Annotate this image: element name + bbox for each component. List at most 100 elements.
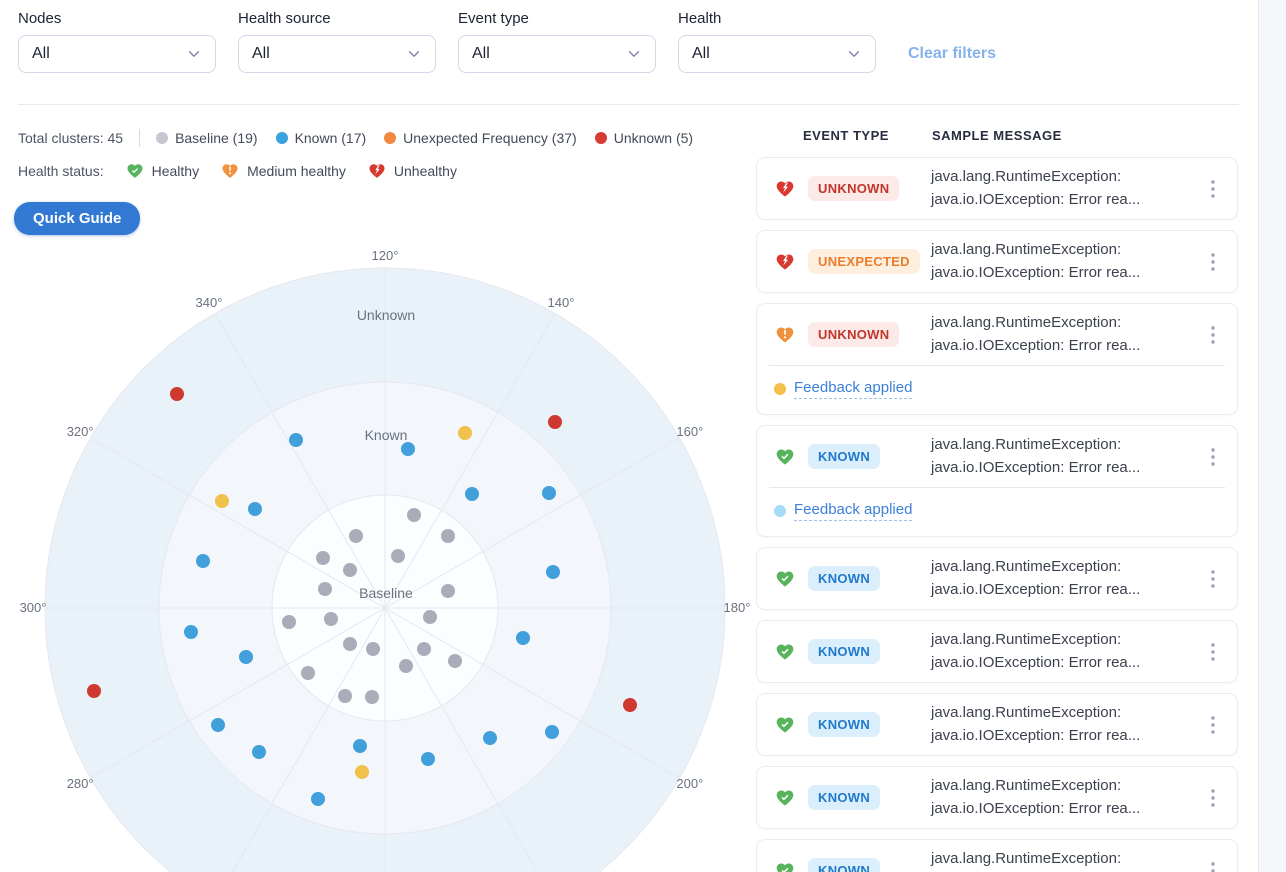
cluster-point-unknown[interactable]	[623, 698, 637, 712]
health-legend-item: Unhealthy	[368, 162, 457, 180]
cluster-point-baseline[interactable]	[365, 690, 379, 704]
event-row: KNOWN java.lang.RuntimeException: java.io…	[757, 548, 1237, 609]
cluster-point-known[interactable]	[311, 792, 325, 806]
filter-groups: Nodes All Health source All Event type All Hea…	[18, 10, 898, 73]
cluster-point-known[interactable]	[401, 442, 415, 456]
cluster-point-unknown[interactable]	[87, 684, 101, 698]
sample-message: java.lang.RuntimeException: java.io.IOEx…	[931, 850, 1122, 867]
row-actions-menu-button[interactable]	[1203, 639, 1223, 665]
angle-tick-label: 320°	[67, 424, 94, 439]
cluster-point-known[interactable]	[211, 718, 225, 732]
cluster-point-known[interactable]	[248, 502, 262, 516]
cluster-point-baseline[interactable]	[318, 582, 332, 596]
cluster-point-baseline[interactable]	[366, 642, 380, 656]
cluster-point-known[interactable]	[353, 739, 367, 753]
cluster-point-known[interactable]	[546, 565, 560, 579]
health-legend-label: Unhealthy	[393, 163, 457, 179]
legend-item: Known (17)	[275, 130, 366, 146]
selected-value: All	[472, 45, 490, 62]
health-legend-label: Medium healthy	[247, 163, 346, 179]
cluster-point-baseline[interactable]	[282, 615, 296, 629]
feedback-applied-link[interactable]: Feedback applied	[794, 379, 913, 399]
row-actions-menu-button[interactable]	[1203, 322, 1223, 348]
clear-filters-link[interactable]: Clear filters	[908, 45, 997, 62]
cluster-point-baseline[interactable]	[441, 529, 455, 543]
quick-guide-button[interactable]: Quick Guide	[14, 202, 141, 235]
kebab-menu-icon	[1211, 715, 1215, 734]
sample-message: java.lang.RuntimeException: java.io.IOEx…	[931, 558, 1141, 598]
cluster-point-known[interactable]	[289, 433, 303, 447]
cluster-point-known[interactable]	[252, 745, 266, 759]
cluster-point-baseline[interactable]	[316, 551, 330, 565]
filter-select-health[interactable]: All	[678, 35, 876, 73]
cluster-point-known[interactable]	[542, 486, 556, 500]
ring-label-known: Known	[365, 427, 408, 443]
cluster-point-known[interactable]	[184, 625, 198, 639]
sample-message: java.lang.RuntimeException: java.io.IOEx…	[931, 777, 1141, 817]
row-actions-menu-button[interactable]	[1203, 858, 1223, 872]
event-row: UNKNOWN java.lang.RuntimeException: java.…	[757, 304, 1237, 365]
cluster-legend-items: Baseline (19) Known (17) Unexpected Freque…	[156, 130, 711, 146]
row-actions-menu-button[interactable]	[1203, 176, 1223, 202]
cluster-point-baseline[interactable]	[441, 584, 455, 598]
sample-message: java.lang.RuntimeException: java.io.IOEx…	[931, 704, 1141, 744]
row-actions-menu-button[interactable]	[1203, 249, 1223, 275]
cluster-point-known[interactable]	[239, 650, 253, 664]
feedback-row: Feedback applied	[757, 488, 1237, 536]
cluster-legend: Total clusters: 45 Baseline (19) Known (1…	[18, 129, 711, 147]
healthy-heart-icon	[776, 790, 794, 806]
row-actions-menu-button[interactable]	[1203, 566, 1223, 592]
cluster-point-baseline[interactable]	[343, 563, 357, 577]
event-row: KNOWN java.lang.RuntimeException: java.io…	[757, 840, 1237, 872]
cluster-point-known[interactable]	[516, 631, 530, 645]
cluster-point-baseline[interactable]	[343, 637, 357, 651]
cluster-point-feedback-applied[interactable]	[215, 494, 229, 508]
cluster-point-baseline[interactable]	[349, 529, 363, 543]
selected-value: All	[692, 45, 710, 62]
cluster-point-known[interactable]	[483, 731, 497, 745]
legend-dot-icon	[594, 132, 607, 144]
cluster-point-feedback-applied[interactable]	[355, 765, 369, 779]
kebab-menu-icon	[1211, 861, 1215, 872]
filter-group-health: Health All	[678, 10, 876, 73]
cluster-point-known[interactable]	[465, 487, 479, 501]
cluster-point-baseline[interactable]	[399, 659, 413, 673]
cluster-point-unknown[interactable]	[170, 387, 184, 401]
cluster-point-baseline[interactable]	[324, 612, 338, 626]
event-card: KNOWN java.lang.RuntimeException: java.io…	[756, 425, 1238, 537]
healthy-heart-icon	[776, 449, 794, 465]
event-type-cell: UNKNOWN	[775, 176, 931, 201]
health-legend-label: Healthy	[151, 163, 200, 179]
row-actions-menu-button[interactable]	[1203, 785, 1223, 811]
cluster-point-known[interactable]	[545, 725, 559, 739]
event-type-badge: KNOWN	[808, 444, 881, 469]
filter-select-event-type[interactable]: All	[458, 35, 656, 73]
cluster-point-baseline[interactable]	[407, 508, 421, 522]
event-row: KNOWN java.lang.RuntimeException: java.io…	[757, 426, 1237, 487]
cluster-point-baseline[interactable]	[423, 610, 437, 624]
cluster-point-baseline[interactable]	[417, 642, 431, 656]
polar-cluster-chart[interactable]: 120° 140° 160° 180° 200° 280° 300° 320° 340° Unkn…	[20, 245, 750, 872]
cluster-point-baseline[interactable]	[391, 549, 405, 563]
events-table-header: EVENT TYPE SAMPLE MESSAGE	[756, 128, 1238, 143]
cluster-point-baseline[interactable]	[448, 654, 462, 668]
event-type-badge: KNOWN	[808, 785, 881, 810]
cluster-point-unknown[interactable]	[548, 415, 562, 429]
cluster-point-feedback-applied[interactable]	[458, 426, 472, 440]
cluster-point-baseline[interactable]	[301, 666, 315, 680]
legend-item-label: Unknown (5)	[613, 130, 694, 146]
kebab-menu-icon	[1211, 569, 1215, 588]
cluster-point-known[interactable]	[421, 752, 435, 766]
cluster-point-known[interactable]	[196, 554, 210, 568]
row-actions-menu-button[interactable]	[1203, 712, 1223, 738]
filter-select-nodes[interactable]: All	[18, 35, 216, 73]
scrollbar-track[interactable]	[1258, 0, 1286, 872]
filter-label: Nodes	[18, 10, 62, 27]
legend-item: Unexpected Frequency (37)	[384, 130, 577, 146]
health-status-label: Health status:	[18, 163, 104, 179]
filter-select-health-source[interactable]: All	[238, 35, 436, 73]
feedback-applied-link[interactable]: Feedback applied	[794, 501, 913, 521]
row-actions-menu-button[interactable]	[1203, 444, 1223, 470]
cluster-point-baseline[interactable]	[338, 689, 352, 703]
